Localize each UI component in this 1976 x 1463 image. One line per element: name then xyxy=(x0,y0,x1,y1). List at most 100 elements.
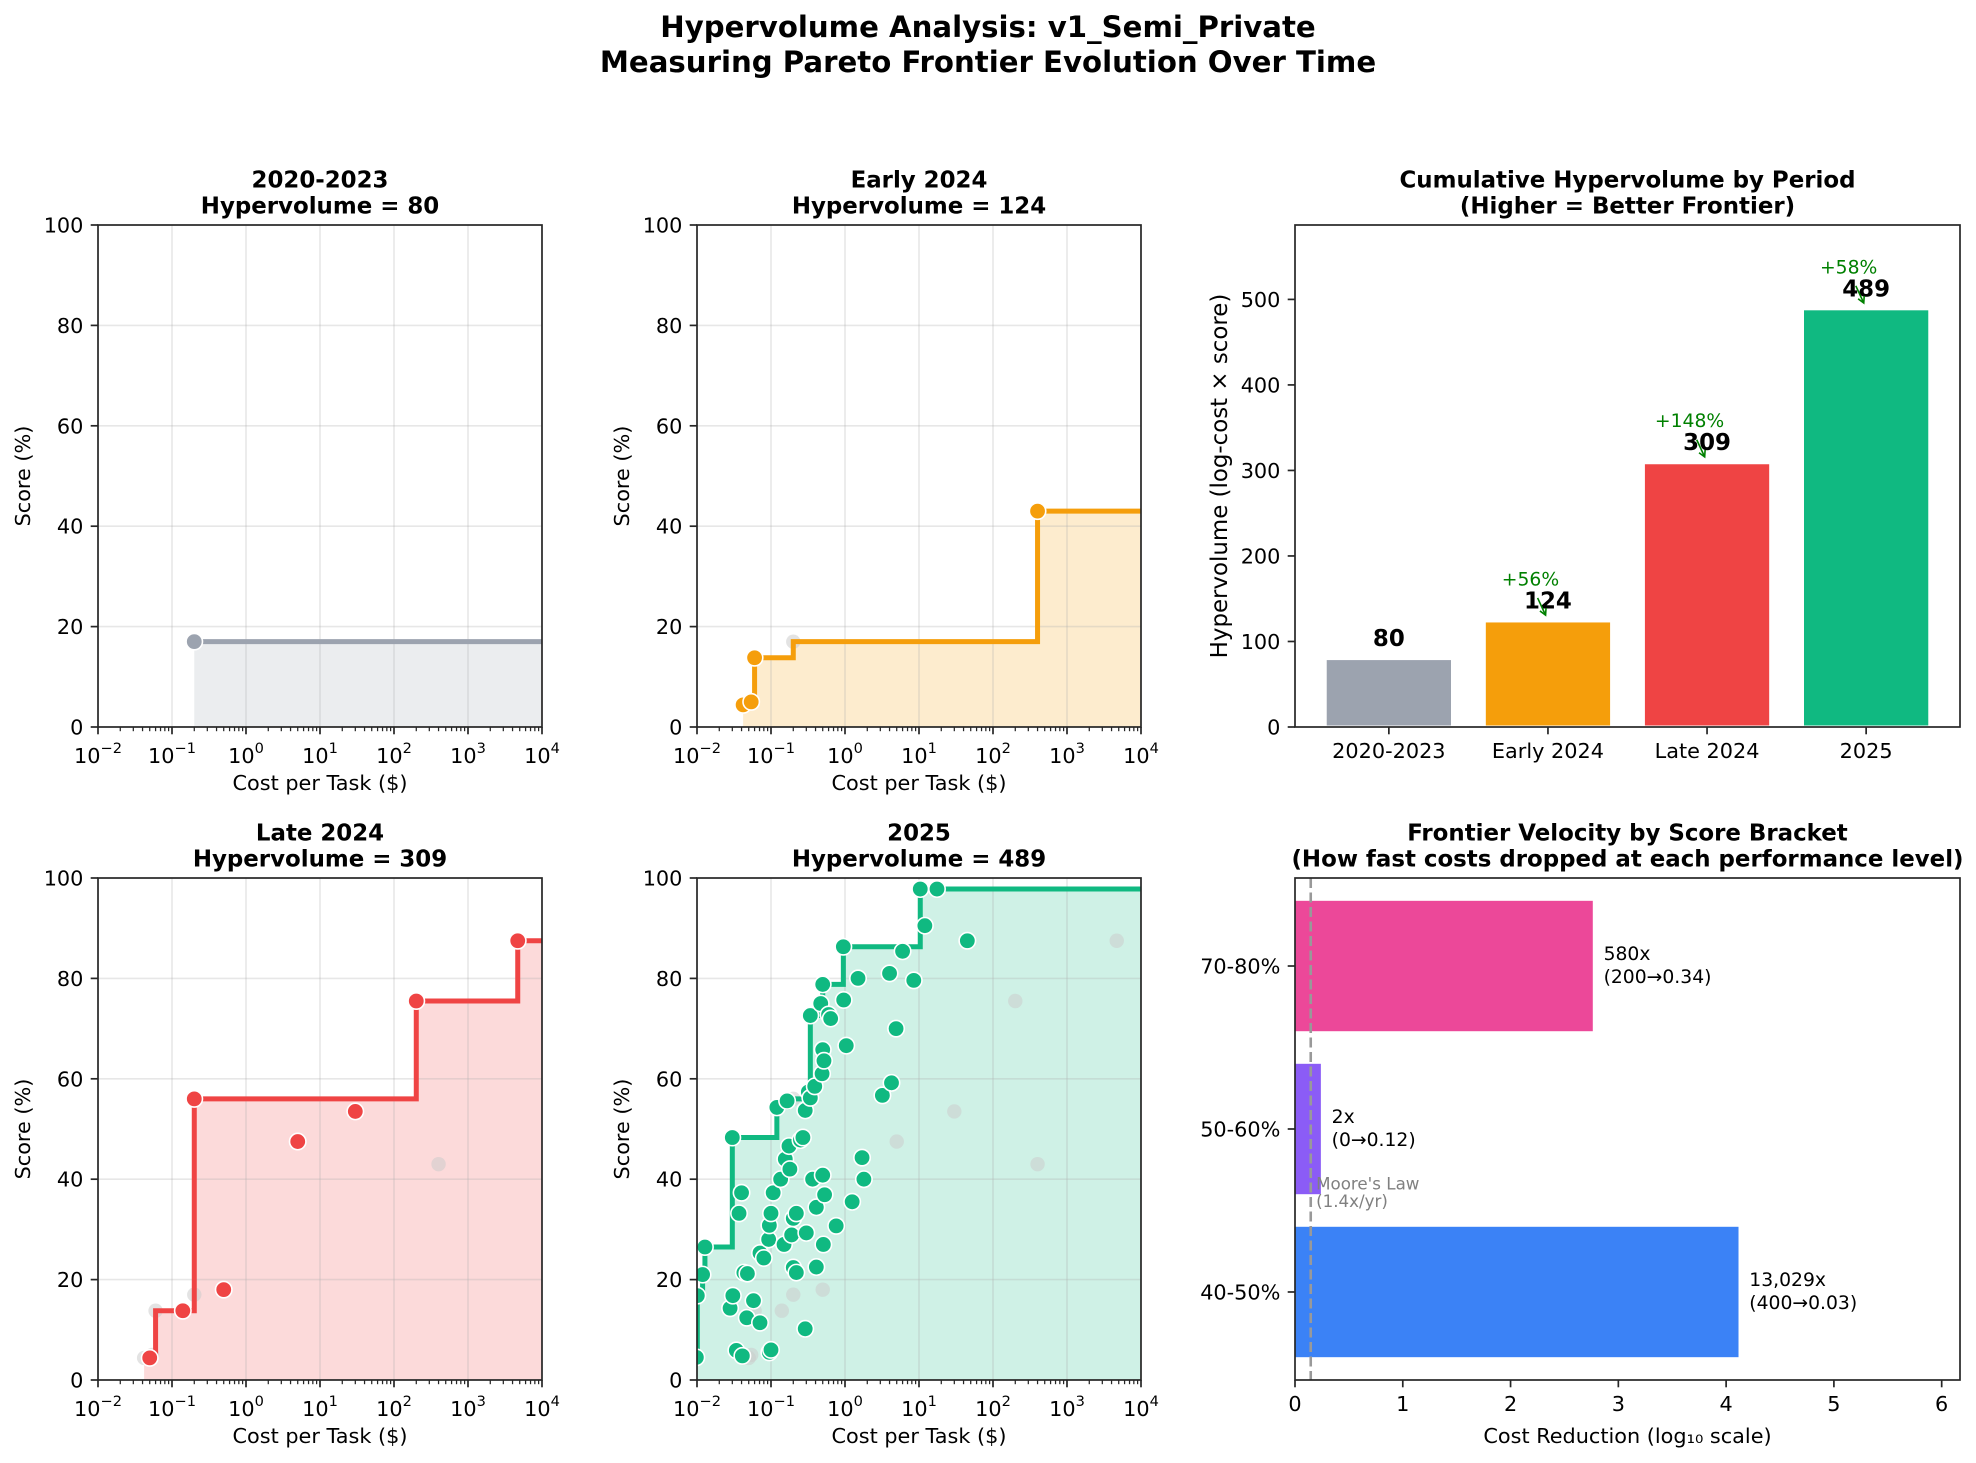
x-tick-label: 100 xyxy=(228,1393,264,1421)
frontier-area xyxy=(144,940,542,1380)
x-tick-label-base: 10 xyxy=(1123,744,1149,768)
y-axis-label: Hypervolume (log-cost × score) xyxy=(1207,294,1233,659)
x-tick-label: 3 xyxy=(1612,1392,1625,1416)
model-point xyxy=(853,1148,872,1167)
y-tick-label: 80 xyxy=(57,967,83,991)
model-point xyxy=(140,1348,159,1367)
x-tick-label-base: 10 xyxy=(74,1397,100,1421)
model-point xyxy=(815,1185,834,1204)
x-axis-label: Cost per Task ($) xyxy=(233,1424,408,1448)
model-point xyxy=(837,1036,856,1055)
x-tick-label-base: 10 xyxy=(747,1397,773,1421)
prior-period-point xyxy=(786,1287,801,1302)
x-tick-label-base: 10 xyxy=(827,1397,853,1421)
x-tick-label-base: 10 xyxy=(975,744,1001,768)
model-point xyxy=(887,1019,906,1038)
x-tick-label: 0 xyxy=(1288,1392,1301,1416)
model-point xyxy=(801,1006,820,1025)
subplot-subtitle: (How fast costs dropped at each performa… xyxy=(1291,847,1963,873)
model-point xyxy=(750,1313,769,1332)
x-axis-label: Cost Reduction (log₁₀ scale) xyxy=(1483,1424,1771,1448)
model-point xyxy=(904,971,923,990)
plot-content xyxy=(697,225,1141,727)
x-tick-label-base: 10 xyxy=(975,1397,1001,1421)
hypervolume-bar xyxy=(1801,307,1932,729)
hypervolume-bar xyxy=(1641,461,1773,729)
y-tick-label: 40 xyxy=(656,515,682,539)
model-point xyxy=(813,1166,832,1185)
x-tick-label: 103 xyxy=(450,1393,486,1421)
x-tick-label-base: 10 xyxy=(376,1397,402,1421)
x-tick-label-exponent: 2 xyxy=(1002,740,1011,757)
y-tick-label: 500 xyxy=(1241,288,1281,312)
y-tick-label: 80 xyxy=(57,314,83,338)
x-tick-label: 100 xyxy=(827,1393,863,1421)
x-tick-label: 10−1 xyxy=(747,740,795,768)
x-tick-label: 104 xyxy=(524,1393,560,1421)
model-point xyxy=(738,1264,757,1283)
model-point xyxy=(787,1204,806,1223)
model-point xyxy=(782,1225,801,1244)
model-point xyxy=(185,1089,204,1108)
x-tick-label-base: 10 xyxy=(302,1397,328,1421)
figure-title-line-1: Hypervolume Analysis: v1_Semi_Private xyxy=(660,10,1315,44)
subplot-subtitle: Hypervolume = 80 xyxy=(201,194,439,220)
x-tick-label: 1 xyxy=(1396,1392,1409,1416)
prior-period-point xyxy=(774,1303,790,1318)
x-tick-label-base: 10 xyxy=(74,744,100,768)
y-axis-label: Score (%) xyxy=(610,426,634,527)
pct-change-label: +58% xyxy=(1820,257,1877,278)
figure-title-line-2: Measuring Pareto Frontier Evolution Over… xyxy=(600,45,1376,79)
x-tick-label-base: 10 xyxy=(524,744,550,768)
x-tick-label: 102 xyxy=(975,1393,1011,1421)
model-point xyxy=(911,880,930,899)
arrow-head xyxy=(1539,608,1547,617)
model-point xyxy=(1028,502,1047,521)
x-tick-label-base: 10 xyxy=(1049,1397,1075,1421)
x-tick-label-exponent: 3 xyxy=(477,1393,486,1410)
model-point xyxy=(796,1319,815,1338)
velocity-ratio-label: 2x xyxy=(1332,1107,1355,1128)
x-tick-label-exponent: 1 xyxy=(329,1393,338,1410)
model-point xyxy=(742,692,761,711)
x-tick-label: 5 xyxy=(1827,1392,1840,1416)
x-tick-label-exponent: 0 xyxy=(255,740,264,757)
y-tick-label: 0 xyxy=(669,1369,682,1393)
pct-change-label: +56% xyxy=(1502,569,1559,590)
x-tick-label-exponent: 3 xyxy=(477,740,486,757)
x-tick-label: 100 xyxy=(827,740,863,768)
model-point xyxy=(797,1223,816,1242)
x-tick-label-exponent: 1 xyxy=(928,740,937,757)
x-tick-label-exponent: −2 xyxy=(699,740,721,757)
x-tick-label: 104 xyxy=(1123,1393,1159,1421)
x-tick-label-exponent: 1 xyxy=(928,1393,937,1410)
model-point xyxy=(732,1183,751,1202)
x-tick-label: 102 xyxy=(376,740,412,768)
x-tick-label: 10−2 xyxy=(74,740,122,768)
model-point xyxy=(793,1128,812,1147)
y-tick-label: 0 xyxy=(669,716,682,740)
y-tick-label: 40 xyxy=(57,1168,83,1192)
model-point xyxy=(730,1204,749,1223)
model-point xyxy=(927,880,946,899)
x-tick-label: 101 xyxy=(302,740,338,768)
prior-period-point xyxy=(1109,933,1124,948)
model-point xyxy=(764,1183,783,1202)
x-tick-label-exponent: 4 xyxy=(551,1393,560,1410)
model-point xyxy=(849,969,868,988)
model-point xyxy=(787,1263,806,1282)
x-tick-label: Late 2024 xyxy=(1655,739,1760,763)
subplot-title: Cumulative Hypervolume by Period xyxy=(1400,168,1856,194)
y-tick-label: 60 xyxy=(656,1067,682,1091)
y-tick-label: 80 xyxy=(656,314,682,338)
x-tick-label-base: 10 xyxy=(524,1397,550,1421)
bar-value-label: 489 xyxy=(1842,276,1890,302)
y-tick-label: 40 xyxy=(57,515,83,539)
hypervolume-bar xyxy=(1323,657,1455,729)
pct-change-arrow xyxy=(1855,285,1866,305)
x-tick-label-base: 10 xyxy=(1123,1397,1149,1421)
model-point xyxy=(723,1286,742,1305)
axes-frame xyxy=(1294,224,1961,728)
model-point xyxy=(288,1132,307,1151)
